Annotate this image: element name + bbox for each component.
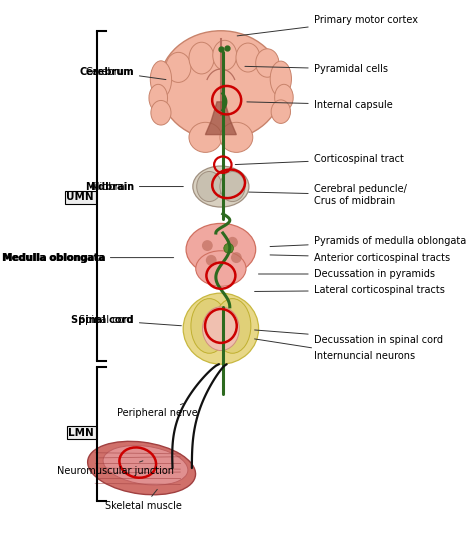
Ellipse shape [202, 240, 213, 251]
Ellipse shape [189, 122, 222, 152]
Ellipse shape [191, 299, 228, 353]
Text: Spinal cord: Spinal cord [72, 316, 134, 326]
Text: Midbrain: Midbrain [85, 181, 134, 192]
Ellipse shape [202, 307, 239, 351]
Text: Medulla oblongata: Medulla oblongata [3, 253, 106, 262]
Text: Corticospinal tract: Corticospinal tract [235, 154, 403, 164]
Text: LMN: LMN [68, 427, 94, 437]
Ellipse shape [214, 299, 251, 353]
Ellipse shape [193, 166, 249, 207]
Ellipse shape [186, 224, 255, 275]
Text: Neuromuscular junction: Neuromuscular junction [57, 461, 174, 476]
Text: Lateral corticospinal tracts: Lateral corticospinal tracts [255, 286, 445, 295]
Ellipse shape [271, 100, 291, 123]
Ellipse shape [220, 122, 253, 152]
Text: Anterior corticospinal tracts: Anterior corticospinal tracts [270, 253, 450, 262]
Text: Pyramids of medulla oblongata: Pyramids of medulla oblongata [270, 236, 466, 247]
Text: Medulla oblongata: Medulla oblongata [2, 253, 173, 262]
Text: Cerebrum: Cerebrum [85, 67, 166, 79]
Ellipse shape [183, 293, 259, 364]
Ellipse shape [274, 84, 293, 111]
Polygon shape [205, 102, 237, 135]
Ellipse shape [220, 172, 245, 202]
Ellipse shape [231, 252, 242, 263]
Text: Internuncial neurons: Internuncial neurons [255, 339, 415, 361]
Ellipse shape [88, 441, 196, 495]
Ellipse shape [206, 255, 217, 266]
Text: Internal capsule: Internal capsule [247, 100, 392, 110]
Ellipse shape [224, 243, 234, 253]
Text: Skeletal muscle: Skeletal muscle [105, 489, 182, 511]
Text: Cerebrum: Cerebrum [80, 67, 134, 77]
Text: Spinal cord: Spinal cord [79, 316, 182, 326]
Ellipse shape [236, 43, 260, 72]
Ellipse shape [151, 100, 171, 125]
Text: Peripheral nerve: Peripheral nerve [117, 403, 198, 418]
Text: Cerebral peduncle/
Crus of midbrain: Cerebral peduncle/ Crus of midbrain [249, 184, 407, 206]
Text: Pyramidal cells: Pyramidal cells [245, 64, 388, 74]
Ellipse shape [149, 84, 167, 112]
Ellipse shape [197, 172, 222, 202]
Ellipse shape [227, 237, 238, 248]
Ellipse shape [150, 61, 172, 98]
Ellipse shape [159, 31, 283, 140]
Text: Decussation in pyramids: Decussation in pyramids [258, 269, 435, 279]
Text: UMN: UMN [66, 192, 94, 202]
Text: Decussation in spinal cord: Decussation in spinal cord [255, 330, 443, 345]
Ellipse shape [255, 49, 279, 77]
Ellipse shape [189, 42, 214, 74]
Text: Midbrain: Midbrain [91, 181, 183, 192]
Ellipse shape [213, 41, 237, 70]
Ellipse shape [270, 61, 292, 96]
Ellipse shape [196, 251, 246, 286]
Ellipse shape [166, 53, 191, 82]
Ellipse shape [103, 446, 188, 485]
Text: Primary motor cortex: Primary motor cortex [237, 15, 418, 36]
